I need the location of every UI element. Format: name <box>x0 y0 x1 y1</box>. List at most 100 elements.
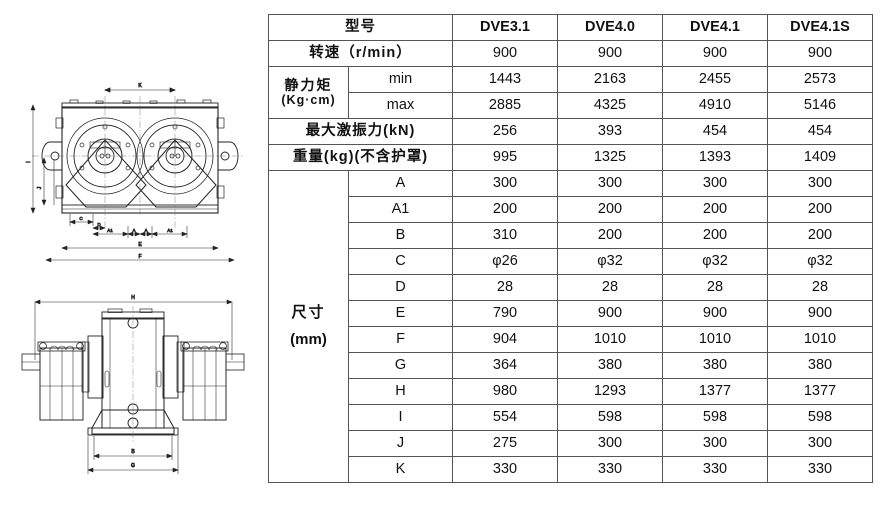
cell-A1-0: 200 <box>452 196 558 223</box>
dim-label-D: D <box>97 222 101 227</box>
cell-K-2: 330 <box>662 456 768 483</box>
cell-F-0: 904 <box>452 326 558 353</box>
cell-K-1: 330 <box>557 456 663 483</box>
cell-E-1: 900 <box>557 300 663 327</box>
front-view-vibrator: K <box>26 83 244 263</box>
cell-torque-min-3: 2573 <box>767 66 873 93</box>
cell-I-0: 554 <box>452 404 558 431</box>
cell-G-2: 380 <box>662 352 768 379</box>
cell-D-3: 28 <box>767 274 873 301</box>
cell-B-3: 200 <box>767 222 873 249</box>
table-row-dim-B: B 310 200 200 200 <box>269 222 873 249</box>
dim-label-A1-right: A1 <box>167 228 173 233</box>
cell-weight-0: 995 <box>452 144 558 171</box>
cell-F-3: 1010 <box>767 326 873 353</box>
cell-weight-3: 1409 <box>767 144 873 171</box>
table-row-torque-max: max 2885 4325 4910 5146 <box>269 92 873 119</box>
table-row-dim-I: I 554 598 598 598 <box>269 404 873 431</box>
cell-C-2: φ32 <box>662 248 768 275</box>
table-row-dim-G: G 364 380 380 380 <box>269 352 873 379</box>
cell-speed-3: 900 <box>767 40 873 67</box>
cell-E-3: 900 <box>767 300 873 327</box>
dim-label-B: B <box>348 222 453 249</box>
cell-H-3: 1377 <box>767 378 873 405</box>
cell-A1-2: 200 <box>662 196 768 223</box>
table-row-weight: 重量(kg)(不含护罩) 995 1325 1393 1409 <box>268 144 873 171</box>
cell-torque-max-2: 4910 <box>662 92 768 119</box>
cell-force-0: 256 <box>452 118 558 145</box>
cell-G-3: 380 <box>767 352 873 379</box>
dimensions-label-line2: (mm) <box>290 330 327 348</box>
cell-H-2: 1377 <box>662 378 768 405</box>
dim-label-G: G <box>348 352 453 379</box>
cell-C-3: φ32 <box>767 248 873 275</box>
table-row-dim-A: 尺寸 (mm) A 300 300 300 300 <box>268 170 873 483</box>
dim-label-A-right: A <box>144 228 148 233</box>
cell-J-1: 300 <box>557 430 663 457</box>
table-row-torque-min: 静力矩 (Kg·cm) min 1443 2163 2455 2573 <box>268 66 873 119</box>
table-row-dim-K: K 330 330 330 330 <box>269 456 873 483</box>
cell-J-2: 300 <box>662 430 768 457</box>
dim-label-K: K <box>138 83 142 89</box>
cell-I-1: 598 <box>557 404 663 431</box>
row-label-dimensions: 尺寸 (mm) <box>268 170 349 483</box>
cell-G-0: 364 <box>452 352 558 379</box>
dim-label-F: F <box>138 254 141 260</box>
cell-B-2: 200 <box>662 222 768 249</box>
table-row-dim-F: F 904 1010 1010 1010 <box>269 326 873 353</box>
specification-table-container: 型号 DVE3.1 DVE4.0 DVE4.1 DVE4.1S 转速（r/min… <box>268 14 874 483</box>
header-cell-model-2: DVE4.1 <box>662 14 768 41</box>
cell-weight-2: 1393 <box>662 144 768 171</box>
table-row-dim-H: H 980 1293 1377 1377 <box>269 378 873 405</box>
cell-H-1: 1293 <box>557 378 663 405</box>
cell-I-2: 598 <box>662 404 768 431</box>
table-row-dim-C: C φ26 φ32 φ32 φ32 <box>269 248 873 275</box>
table-row-speed: 转速（r/min） 900 900 900 900 <box>268 40 873 67</box>
cell-K-0: 330 <box>452 456 558 483</box>
dim-label-J: J <box>37 186 43 189</box>
cell-D-0: 28 <box>452 274 558 301</box>
dim-label-A1-left: A1 <box>107 228 113 233</box>
dim-label-I: I <box>348 404 453 431</box>
dim-label-E: E <box>348 300 453 327</box>
cell-A-3: 300 <box>767 170 873 197</box>
cell-A1-3: 200 <box>767 196 873 223</box>
dim-label-A: A <box>348 170 453 197</box>
cell-force-2: 454 <box>662 118 768 145</box>
header-cell-model-0: DVE3.1 <box>452 14 558 41</box>
specification-table: 型号 DVE3.1 DVE4.0 DVE4.1 DVE4.1S 转速（r/min… <box>268 14 873 483</box>
table-row-dim-D: D 28 28 28 28 <box>269 274 873 301</box>
row-label-static-torque: 静力矩 (Kg·cm) <box>268 66 349 119</box>
cell-A1-1: 200 <box>557 196 663 223</box>
header-cell-model: 型号 <box>268 14 453 41</box>
dim-label-H: H <box>131 295 135 301</box>
cell-force-3: 454 <box>767 118 873 145</box>
cell-A-0: 300 <box>452 170 558 197</box>
dim-label-C: C <box>348 248 453 275</box>
cell-G-1: 380 <box>557 352 663 379</box>
dim-label-A-left: A <box>132 228 136 233</box>
dim-label-I: I <box>26 161 32 162</box>
dim-label-B: B <box>131 449 135 455</box>
cell-force-1: 393 <box>557 118 663 145</box>
row-label-exciting-force: 最大激振力(kN) <box>268 118 453 145</box>
cell-H-0: 980 <box>452 378 558 405</box>
header-cell-model-3: DVE4.1S <box>767 14 873 41</box>
dim-label-F: F <box>348 326 453 353</box>
table-row-exciting-force: 最大激振力(kN) 256 393 454 454 <box>268 118 873 145</box>
dim-label-E: E <box>138 242 142 248</box>
cell-K-3: 330 <box>767 456 873 483</box>
cell-torque-min-0: 1443 <box>452 66 558 93</box>
cell-A-1: 300 <box>557 170 663 197</box>
cell-I-3: 598 <box>767 404 873 431</box>
dim-label-K: K <box>348 456 453 483</box>
dim-label-C: C <box>79 216 83 221</box>
dim-label-D: D <box>348 274 453 301</box>
cell-C-1: φ32 <box>557 248 663 275</box>
cell-F-2: 1010 <box>662 326 768 353</box>
table-row-dim-A1: A1 200 200 200 200 <box>269 196 873 223</box>
table-row-dim-E: E 790 900 900 900 <box>269 300 873 327</box>
dimensions-label-line1: 尺寸 <box>291 303 326 321</box>
cell-torque-max-0: 2885 <box>452 92 558 119</box>
cell-J-3: 300 <box>767 430 873 457</box>
